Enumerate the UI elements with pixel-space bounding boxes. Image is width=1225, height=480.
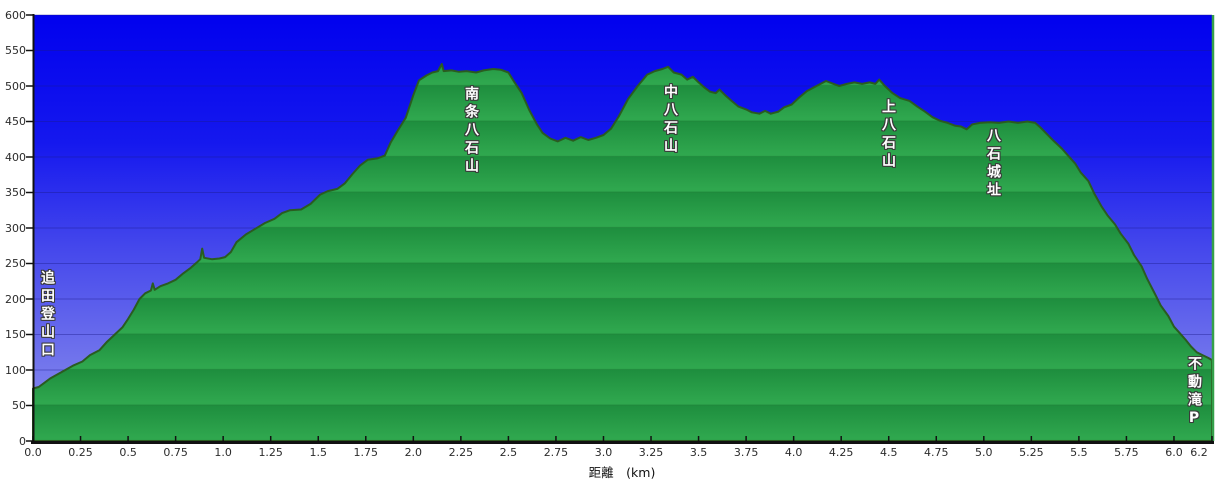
x-tick-label: 6.0 (1165, 446, 1183, 459)
waypoint-label: 上八石山 (880, 99, 896, 171)
y-tick-label: 200 (5, 292, 26, 306)
x-tick-label: 2.5 (499, 446, 518, 459)
y-tick-label: 500 (5, 79, 26, 93)
x-tick-label: 4.0 (784, 446, 803, 459)
y-tick-label: 250 (5, 257, 26, 270)
x-tick-label: 3.0 (594, 446, 613, 459)
x-tick-label: 0.25 (68, 446, 93, 459)
x-tick-label: 2.0 (404, 446, 423, 459)
x-tick-label: 1.75 (353, 446, 379, 459)
x-tick-label: 3.5 (689, 446, 708, 459)
x-tick-label: 2.25 (448, 446, 474, 459)
x-tick-label: 0.5 (119, 446, 137, 459)
x-tick-label: 1.5 (309, 446, 327, 459)
waypoint-label: 中八石山 (662, 84, 678, 156)
x-tick-label: 5.5 (1070, 446, 1088, 459)
waypoint-label: 不動滝P (1186, 356, 1202, 430)
x-tick-label: 0.0 (24, 446, 42, 459)
y-tick-label: 100 (5, 363, 26, 377)
waypoint-label: 八石城址 (985, 128, 1001, 200)
x-tick-label: 4.75 (924, 446, 949, 459)
waypoint-label: 南条八石山 (463, 86, 479, 176)
y-tick-label: 50 (12, 399, 26, 412)
x-tick-label: 0.75 (163, 446, 188, 459)
x-tick-label: 1.0 (214, 446, 232, 459)
y-tick-label: 550 (5, 44, 26, 57)
x-tick-label: 5.25 (1019, 446, 1044, 459)
x-tick-label: 6.2 (1190, 446, 1208, 459)
x-tick-label: 3.75 (733, 446, 759, 459)
x-axis-title: 距離 (km) (588, 465, 656, 480)
x-tick-label: 5.0 (975, 446, 993, 459)
x-tick-label: 5.75 (1114, 446, 1139, 459)
x-tick-label: 4.25 (828, 446, 854, 459)
x-tick-label: 3.25 (638, 446, 664, 459)
y-tick-label: 0 (19, 434, 26, 448)
y-tick-label: 400 (5, 150, 26, 164)
y-tick-label: 150 (5, 328, 26, 341)
terrain-area (32, 63, 1213, 442)
x-tick-label: 2.75 (543, 446, 569, 459)
y-tick-label: 600 (5, 8, 26, 22)
x-tick-label: 4.5 (879, 446, 898, 459)
x-tick-label: 1.25 (258, 446, 283, 459)
y-tick-label: 350 (5, 186, 26, 199)
waypoint-label: 追田登山口 (39, 270, 55, 360)
y-tick-label: 450 (5, 115, 26, 128)
y-tick-label: 300 (5, 221, 26, 235)
